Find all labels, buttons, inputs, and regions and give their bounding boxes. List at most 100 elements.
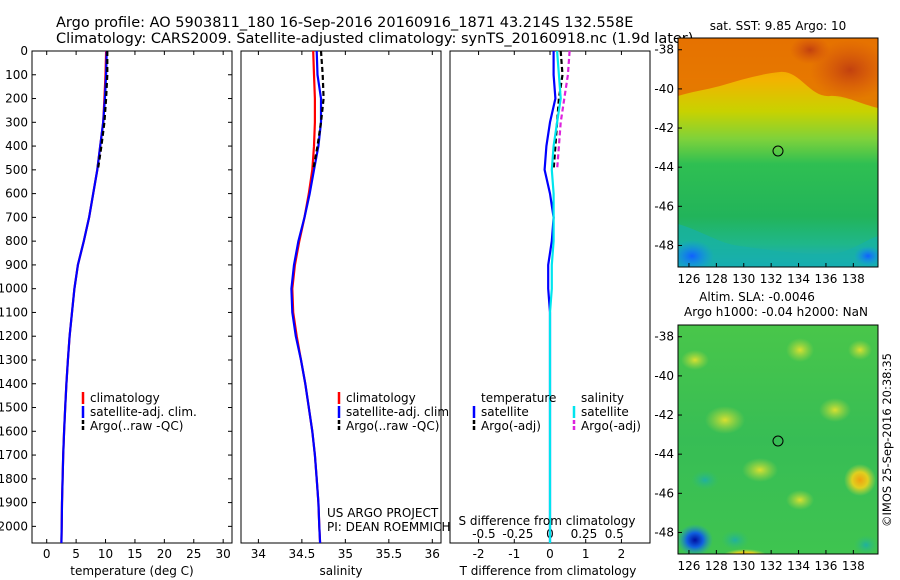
depth-tick-label: 1000 bbox=[0, 282, 28, 296]
temperature-x-label: temperature (deg C) bbox=[70, 564, 193, 578]
salinity-series bbox=[290, 50, 325, 544]
header-line-1: Argo profile: AO 5903811_180 16-Sep-2016… bbox=[56, 15, 633, 31]
s-difference-label: S difference from climatology bbox=[459, 514, 636, 528]
series-line-argo-raw-qc- bbox=[96, 51, 109, 170]
sla-map-panel: Altim. SLA: -0.0046 Argo h1000: -0.04 h2… bbox=[654, 290, 879, 573]
argo-position-marker-sst bbox=[772, 145, 784, 157]
s-difference-tick-label: -0.5 bbox=[472, 527, 495, 541]
x-tick-label: 36 bbox=[425, 547, 440, 561]
x-tick-label: 0 bbox=[43, 547, 51, 561]
x-tick-label: 0 bbox=[546, 547, 554, 561]
depth-tick-label: 1600 bbox=[0, 424, 28, 438]
series-line-satellite bbox=[548, 50, 562, 543]
pi-note: PI: DEAN ROEMMICH bbox=[327, 520, 450, 534]
depth-tick-label: 400 bbox=[5, 139, 28, 153]
sst-heatmap bbox=[678, 38, 878, 267]
map-x-tick-label: 130 bbox=[732, 272, 755, 286]
s-difference-tick-label: -0.25 bbox=[502, 527, 533, 541]
imos-credit: ©IMOS 25-Sep-2016 20:38:35 bbox=[880, 353, 894, 527]
header-line-2: Climatology: CARS2009. Satellite-adjuste… bbox=[56, 31, 693, 47]
sla-map-y-ticks: -38 -40 -42 -44 -46 -48 bbox=[654, 330, 682, 539]
map-y-tick-label: -44 bbox=[654, 160, 674, 174]
depth-tick-label: 600 bbox=[5, 187, 28, 201]
temperature-axes-frame bbox=[31, 50, 233, 544]
legend-argo-label: Argo(..raw -QC) bbox=[346, 419, 439, 433]
map-x-tick-label: 128 bbox=[705, 272, 728, 286]
x-tick-label: 10 bbox=[98, 547, 113, 561]
depth-tick-label: 1400 bbox=[0, 377, 28, 391]
depth-tick-label: 200 bbox=[5, 92, 28, 106]
map-y-tick-label: -38 bbox=[654, 43, 674, 57]
sla-heatmap bbox=[678, 325, 878, 554]
difference-x-ticks: -2 -1 0 1 2-0.5 -0.25 0 0.25 0.5 bbox=[472, 51, 625, 561]
x-tick-label: 2 bbox=[618, 547, 626, 561]
map-y-tick-label: -38 bbox=[654, 330, 674, 344]
map-y-tick-label: -46 bbox=[654, 486, 674, 500]
sla-map-title: Altim. SLA: -0.0046 bbox=[699, 290, 815, 304]
difference-series bbox=[543, 50, 571, 543]
difference-panel: -2 -1 0 1 2-0.5 -0.25 0 0.25 0.5 S difference fr… bbox=[449, 50, 651, 578]
x-tick-label: 15 bbox=[127, 547, 142, 561]
map-y-tick-label: -40 bbox=[654, 82, 674, 96]
sst-map-frame bbox=[677, 37, 879, 268]
sst-map-y-ticks: -38 -40 -42 -44 -46 -48 bbox=[654, 43, 682, 252]
depth-tick-label: 2000 bbox=[0, 519, 28, 533]
map-y-tick-label: -48 bbox=[654, 525, 674, 539]
depth-tick-label: 1500 bbox=[0, 401, 28, 415]
depth-tick-label: 1900 bbox=[0, 496, 28, 510]
project-note: US ARGO PROJECT bbox=[327, 506, 439, 520]
map-y-tick-label: -40 bbox=[654, 369, 674, 383]
legend-temp-satellite-label: satellite bbox=[481, 405, 529, 419]
series-line-argo-raw-qc- bbox=[312, 50, 325, 170]
argo-position-marker-sla bbox=[772, 435, 784, 447]
salinity-x-ticks: 34 34.5 35 35.5 36 bbox=[251, 51, 440, 561]
map-x-tick-label: 130 bbox=[732, 559, 755, 573]
depth-tick-label: 700 bbox=[5, 210, 28, 224]
sst-map-title: sat. SST: 9.85 Argo: 10 bbox=[710, 19, 847, 33]
salinity-x-label: salinity bbox=[319, 564, 362, 578]
x-tick-label: -2 bbox=[473, 547, 485, 561]
map-x-tick-label: 128 bbox=[705, 559, 728, 573]
map-x-tick-label: 126 bbox=[678, 272, 701, 286]
depth-tick-label: 0 bbox=[20, 44, 28, 58]
depth-tick-label: 100 bbox=[5, 68, 28, 82]
map-x-tick-label: 126 bbox=[678, 559, 701, 573]
salinity-panel: 34 34.5 35 35.5 36 salinity climatology sate… bbox=[240, 50, 453, 578]
map-x-tick-label: 138 bbox=[842, 559, 865, 573]
t-difference-x-label: T difference from climatology bbox=[459, 564, 637, 578]
sla-map-frame bbox=[677, 324, 879, 555]
x-tick-label: 20 bbox=[157, 547, 172, 561]
sla-map-subtitle: Argo h1000: -0.04 h2000: NaN bbox=[684, 305, 868, 319]
temperature-series bbox=[60, 50, 109, 544]
x-tick-label: 30 bbox=[216, 547, 231, 561]
salinity-legend: climatology satellite-adj. clim. Argo(..… bbox=[337, 391, 453, 433]
map-x-tick-label: 136 bbox=[814, 559, 837, 573]
x-tick-label: 35.5 bbox=[375, 547, 402, 561]
sst-map-x-ticks: 126 128 130 132 134 136 138 bbox=[678, 263, 865, 286]
x-tick-label: 5 bbox=[72, 547, 80, 561]
x-tick-label: -1 bbox=[508, 547, 520, 561]
map-x-tick-label: 138 bbox=[842, 272, 865, 286]
salinity-axes-frame bbox=[240, 50, 442, 544]
legend-argo-label: Argo(..raw -QC) bbox=[90, 419, 183, 433]
s-difference-tick-label: 0.25 bbox=[571, 527, 598, 541]
legend-sal-satellite-label: satellite bbox=[581, 405, 629, 419]
legend-satellite-label: satellite-adj. clim. bbox=[346, 405, 453, 419]
depth-tick-label: 300 bbox=[5, 115, 28, 129]
legend-temp-argo-label: Argo(-adj) bbox=[481, 419, 541, 433]
map-x-tick-label: 136 bbox=[814, 272, 837, 286]
x-tick-label: 35 bbox=[338, 547, 353, 561]
x-tick-label: 25 bbox=[186, 547, 201, 561]
legend-climatology-label: climatology bbox=[346, 391, 416, 405]
legend-climatology-label: climatology bbox=[90, 391, 160, 405]
map-y-tick-label: -48 bbox=[654, 238, 674, 252]
map-x-tick-label: 134 bbox=[787, 272, 810, 286]
x-tick-label: 1 bbox=[582, 547, 590, 561]
legend-satellite-label: satellite-adj. clim. bbox=[90, 405, 197, 419]
depth-tick-label: 1200 bbox=[0, 329, 28, 343]
temperature-panel: 0100200300400500600700800900100011001200… bbox=[0, 44, 650, 578]
depth-tick-label: 500 bbox=[5, 163, 28, 177]
depth-tick-label: 1300 bbox=[0, 353, 28, 367]
map-y-tick-label: -44 bbox=[654, 447, 674, 461]
